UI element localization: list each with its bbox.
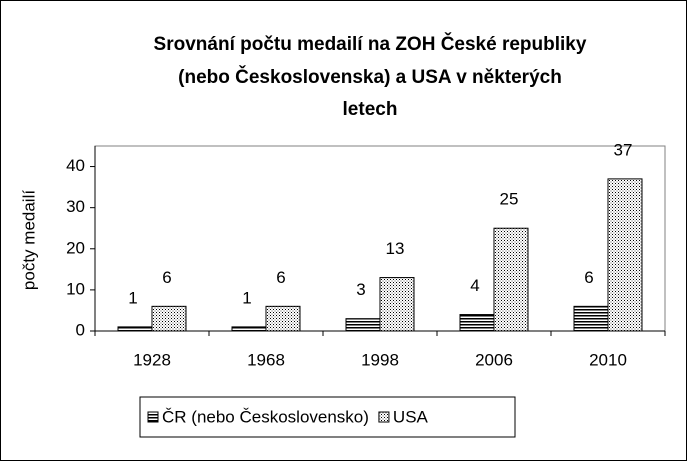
- bar: [607, 178, 643, 332]
- legend-swatch: [147, 411, 159, 423]
- x-tick-label: 1928: [133, 350, 171, 369]
- chart-title: (nebo Československa) a USA v některých: [178, 66, 562, 88]
- data-label: 6: [162, 268, 171, 287]
- data-label: 6: [276, 268, 285, 287]
- data-label: 4: [470, 276, 479, 295]
- data-label: 3: [356, 280, 365, 299]
- x-tick-label: 1968: [247, 350, 285, 369]
- y-tick-label: 30: [66, 197, 85, 216]
- legend-label: ČR (nebo Československo): [162, 407, 369, 426]
- bar: [345, 318, 381, 332]
- x-tick-label: 1998: [361, 350, 399, 369]
- data-label: 1: [242, 288, 251, 307]
- data-label: 1: [128, 288, 137, 307]
- x-tick-label: 2010: [589, 350, 627, 369]
- bar: [493, 227, 529, 332]
- data-label: 6: [584, 268, 593, 287]
- bar: [117, 326, 153, 332]
- y-tick-label: 40: [66, 156, 85, 175]
- bar: [459, 314, 495, 332]
- y-tick-label: 0: [76, 320, 85, 339]
- bar: [151, 305, 187, 332]
- chart-title: letech: [343, 99, 398, 120]
- y-axis-label: počty medailí: [19, 190, 38, 290]
- x-tick-label: 2006: [475, 350, 513, 369]
- legend-label: USA: [393, 407, 429, 426]
- y-tick-label: 20: [66, 238, 85, 257]
- data-label: 37: [614, 140, 633, 159]
- bar: [379, 277, 415, 332]
- legend-box: [139, 396, 516, 438]
- data-label: 25: [500, 190, 519, 209]
- chart-title: Srovnání počtu medailí na ZOH České repu…: [154, 33, 587, 55]
- legend-swatch: [378, 411, 390, 423]
- bar: [573, 305, 609, 332]
- y-tick-label: 10: [66, 279, 85, 298]
- bar: [265, 305, 301, 332]
- data-label: 13: [386, 239, 405, 258]
- bar: [231, 326, 267, 332]
